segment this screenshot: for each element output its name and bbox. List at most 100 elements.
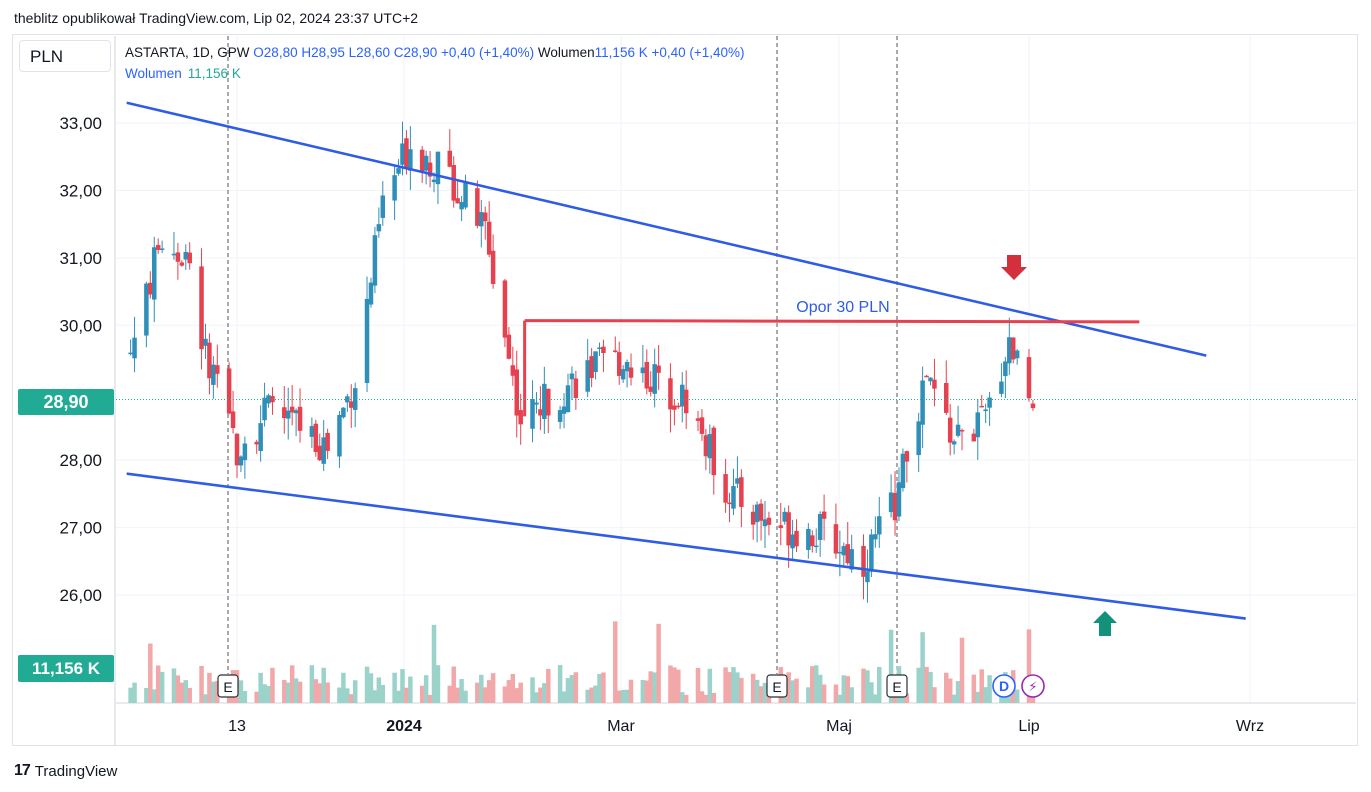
volume-bar — [861, 668, 866, 703]
candle-body — [750, 511, 756, 525]
volume-bar — [904, 693, 910, 703]
volume-bar — [750, 673, 756, 703]
volume-bar — [947, 678, 953, 703]
candle-body — [341, 407, 346, 418]
volume-legend-label[interactable]: Wolumen — [125, 66, 182, 81]
volume-bar — [215, 680, 220, 703]
x-tick-label: 13 — [228, 718, 246, 735]
x-tick-label: Lip — [1018, 718, 1039, 735]
legend-volume-change: +0,40 (+1,40%) — [651, 45, 745, 60]
legend-change: +0,40 (+1,40%) — [441, 45, 535, 60]
footer-brand[interactable]: TradingView — [34, 762, 118, 780]
volume-bar — [506, 680, 512, 703]
candle-body — [368, 282, 374, 305]
candle-body — [561, 406, 567, 414]
candle-body — [226, 368, 232, 414]
y-tick-label: 27,00 — [59, 519, 102, 538]
candle-body — [616, 352, 622, 376]
candle-body — [999, 381, 1004, 394]
volume-bar — [309, 665, 315, 703]
volume-bar — [254, 691, 259, 703]
volume-bar — [447, 685, 453, 703]
volume-bar — [207, 672, 212, 703]
y-tick-label: 26,00 — [59, 586, 102, 605]
volume-bar — [289, 665, 295, 703]
volume-bar — [628, 679, 634, 703]
volume-bar — [423, 675, 429, 703]
volume-bar — [731, 667, 736, 703]
candle-body — [435, 151, 441, 185]
volume-bar — [183, 680, 189, 703]
volume-bar — [400, 669, 405, 703]
volume-bar — [364, 666, 370, 703]
candle-body — [845, 544, 850, 564]
candle-body — [624, 361, 630, 372]
candle-body — [873, 534, 878, 540]
candle-body — [482, 212, 488, 222]
candle-body — [900, 453, 906, 489]
candle-body — [337, 414, 342, 457]
candle-body — [175, 252, 181, 262]
volume-bar — [845, 676, 850, 703]
candle-body — [869, 534, 874, 572]
candle-body — [400, 143, 405, 165]
candle-body — [132, 337, 137, 359]
trendline-lower — [126, 472, 1246, 620]
candle-body — [971, 433, 977, 442]
candle-body — [833, 524, 839, 554]
legend-symbol[interactable]: ASTARTA, 1D, GPW — [125, 45, 250, 60]
dividend-marker-label: D — [999, 678, 1009, 694]
candle-body — [242, 443, 248, 461]
candle-body — [144, 283, 149, 336]
candle-body — [364, 298, 370, 383]
volume-bar — [613, 621, 618, 703]
candle-body — [597, 347, 602, 349]
volume-bar — [368, 673, 374, 703]
candle-body — [376, 224, 382, 232]
candle-body — [262, 397, 267, 421]
candle-body — [203, 338, 208, 346]
candle-body — [152, 247, 157, 300]
candle-body — [1026, 357, 1032, 399]
volume-bar — [585, 689, 590, 703]
volume-bar — [877, 666, 882, 703]
candle-body — [282, 407, 287, 419]
candle-body — [534, 402, 539, 405]
candle-body — [703, 435, 709, 457]
candle-body — [128, 352, 133, 355]
candle-body — [573, 378, 579, 399]
volume-bar — [557, 665, 563, 703]
volume-bar — [739, 677, 744, 703]
volume-bar — [534, 692, 539, 703]
y-tick-label: 28,00 — [59, 451, 102, 470]
candle-body — [644, 361, 650, 389]
candle-body — [479, 212, 484, 227]
volume-bar — [703, 694, 709, 703]
volume-bar — [656, 623, 661, 703]
volume-bar — [404, 687, 409, 703]
candle-body — [1003, 361, 1008, 377]
dividend-marker-icon — [992, 674, 1016, 698]
candle-body — [404, 138, 409, 169]
candle-body — [628, 367, 634, 378]
volume-bar — [159, 671, 165, 703]
volume-bar — [345, 688, 350, 703]
resistance-annotation: Opor 30 PLN — [796, 299, 889, 316]
currency-button[interactable]: PLN — [19, 40, 111, 72]
volume-bar — [971, 674, 977, 703]
candle-body — [171, 253, 177, 256]
candle-body — [924, 375, 929, 378]
candle-body — [987, 397, 992, 408]
candle-body — [766, 517, 772, 525]
candle-body — [325, 432, 330, 451]
event-marker-label: ⚡ — [1028, 680, 1037, 695]
candle-body — [207, 342, 212, 379]
volume-bar — [392, 672, 397, 703]
volume-bar — [372, 690, 378, 703]
candle-body — [916, 421, 921, 456]
volume-bar — [786, 672, 791, 703]
trendline-resistance — [524, 319, 1140, 324]
candle-body — [837, 551, 843, 554]
candle-body — [557, 410, 563, 422]
